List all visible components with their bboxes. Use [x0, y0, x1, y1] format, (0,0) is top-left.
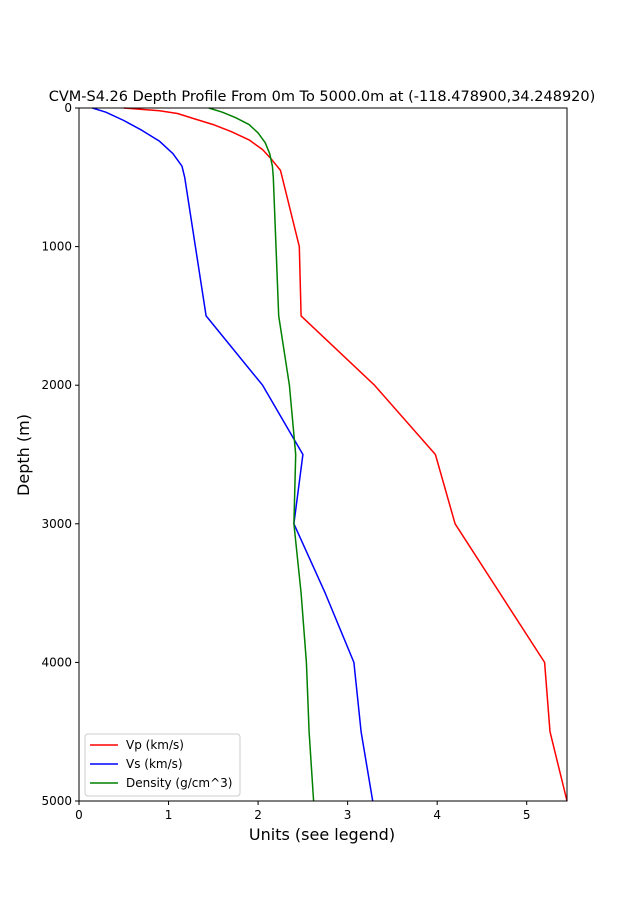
y-tick-label: 3000 [41, 517, 72, 531]
series-line-3 [208, 107, 315, 802]
y-tick-label: 4000 [41, 655, 72, 669]
series-line-1 [123, 107, 568, 802]
y-tick-label: 5000 [41, 794, 72, 808]
legend: Vp (km/s) Vs (km/s) Density (g/cm^3) [84, 733, 241, 797]
legend-label-1: Vp (km/s) [126, 738, 184, 752]
x-tick-label: 5 [523, 808, 531, 822]
y-tick-label: 2000 [41, 378, 72, 392]
x-tick-label: 4 [433, 808, 441, 822]
y-tick-label: 1000 [41, 240, 72, 254]
plot-frame [78, 107, 568, 802]
x-tick-label: 3 [344, 808, 352, 822]
x-tick-label: 2 [254, 808, 262, 822]
series-line-2 [92, 107, 374, 802]
y-axis-label: Depth (m) [14, 414, 33, 496]
legend-box [84, 733, 241, 797]
legend-label-2: Vs (km/s) [126, 757, 183, 771]
chart-title: CVM-S4.26 Depth Profile From 0m To 5000.… [49, 89, 596, 105]
x-tick-label: 0 [75, 808, 83, 822]
legend-label-3: Density (g/cm^3) [126, 776, 232, 790]
plot-area: 0 1 2 3 4 5 0 1000 2000 3000 4000 5000 [41, 101, 568, 822]
y-tick-label: 0 [64, 101, 72, 115]
x-axis-label: Units (see legend) [249, 825, 395, 844]
x-tick-label: 1 [165, 808, 173, 822]
